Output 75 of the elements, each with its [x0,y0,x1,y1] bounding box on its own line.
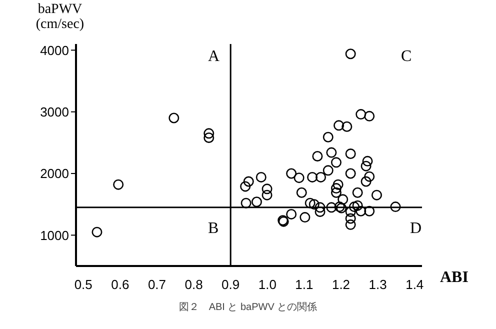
point [296,187,307,198]
x-tick-label: 1.0 [258,277,276,292]
point [314,202,326,213]
y-axis-title: baPWV (cm/sec) [34,2,86,32]
x-tick-label: 1.4 [406,277,424,292]
point [314,206,326,217]
y-tick-label: 1000 [40,228,69,243]
point [345,48,356,60]
point [371,190,382,200]
x-tick-label: 1.2 [332,277,350,292]
point [352,187,363,198]
x-tick-label: 1.3 [368,277,387,292]
point [251,196,262,208]
point [240,181,251,192]
point [360,176,372,187]
point [330,183,342,194]
point [332,179,344,190]
point [356,109,366,120]
point [364,171,375,182]
point [312,150,323,162]
point [345,148,356,160]
point [345,206,356,217]
point [243,176,254,187]
point [322,165,334,176]
point [168,112,180,124]
point [326,202,337,213]
point [352,200,363,211]
x-tick-label: 0.6 [111,277,130,292]
point [286,168,297,179]
point [294,172,304,184]
point [356,206,366,216]
point [364,110,375,122]
point [113,179,124,190]
point [256,172,266,182]
point [364,206,375,216]
y-tick-label: 4000 [40,42,69,58]
point [322,132,334,142]
point [349,202,360,212]
caption: 図２ ABI と baPWV との関係 [178,301,318,314]
x-tick-label: 0.8 [184,277,203,292]
point [390,202,401,212]
x-tick-label: 0.9 [222,277,240,292]
point [360,160,372,172]
point [240,198,252,208]
annotation: A [208,48,220,66]
point [262,184,272,194]
point [308,199,320,210]
y-tick-label: 2000 [40,166,69,182]
annotation: B [208,220,219,238]
x-axis-title: ABI [440,269,468,287]
point [304,198,316,208]
point [300,212,310,223]
point [342,121,352,132]
point [334,120,344,131]
x-tick-label: 1.1 [295,277,314,292]
point [330,157,342,168]
x-tick-label: 0.5 [74,277,92,292]
point [345,213,356,224]
point [345,219,356,230]
point [92,226,102,238]
point [326,147,337,158]
annotation: D [410,220,422,238]
point [345,168,356,179]
y-tick-label: 3000 [40,104,69,120]
point [286,208,297,220]
point [307,172,318,182]
x-tick-label: 0.7 [148,277,166,292]
point [362,156,373,166]
point [316,172,326,182]
point [330,187,342,198]
point [338,194,348,205]
point [204,132,214,143]
annotation: C [401,48,412,66]
point [204,128,214,139]
point [262,190,272,200]
